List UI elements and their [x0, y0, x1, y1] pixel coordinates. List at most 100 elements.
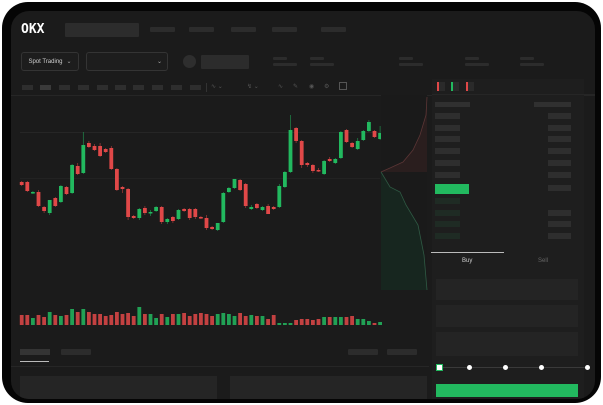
volume-bar — [355, 319, 360, 325]
candle-body — [378, 133, 382, 139]
nav-item[interactable] — [272, 27, 297, 32]
volume-bar — [87, 312, 91, 325]
interval-button[interactable] — [40, 85, 51, 90]
order-book-asks-icon[interactable] — [466, 82, 474, 91]
volume-bar — [232, 316, 237, 325]
pair-name-placeholder — [201, 55, 249, 69]
pencil-icon[interactable]: ✎ — [293, 84, 299, 90]
total-input[interactable] — [436, 332, 578, 356]
ask-price — [435, 113, 460, 119]
candle-body — [355, 141, 360, 149]
candle-body — [255, 204, 259, 208]
volume-bar — [25, 315, 30, 325]
slider-step[interactable] — [467, 365, 472, 370]
volume-bar — [344, 317, 349, 325]
tab-buy[interactable]: Buy — [462, 258, 473, 264]
market-selector[interactable]: Spot Trading ⌄ — [21, 52, 79, 71]
volume-bar — [154, 318, 158, 325]
tab-order-history[interactable] — [61, 349, 91, 355]
candle-body — [182, 209, 186, 211]
chevron-down-icon: ⌄ — [156, 59, 162, 65]
indicator-icon[interactable]: ∿ ⌄ — [211, 84, 223, 90]
fullscreen-icon[interactable] — [339, 82, 347, 90]
tab-sell[interactable]: Sell — [538, 258, 549, 264]
slider-step[interactable] — [585, 365, 590, 370]
candle-body — [87, 143, 91, 147]
slider-handle[interactable] — [436, 364, 443, 371]
candle-body — [165, 219, 170, 222]
candle-body — [171, 217, 175, 221]
order-book-both-icon[interactable] — [437, 82, 445, 91]
filter-button[interactable] — [348, 349, 378, 355]
volume-bar — [277, 323, 282, 325]
volume-bar — [283, 323, 287, 325]
volume-bar — [75, 312, 80, 325]
okx-logo[interactable]: OKX — [21, 21, 44, 37]
volume-bar — [103, 316, 108, 325]
ask-price — [435, 159, 460, 166]
nav-item[interactable] — [150, 27, 175, 32]
candle-body — [322, 161, 326, 174]
nav-item[interactable] — [321, 27, 346, 32]
pair-selector[interactable]: ⌄ — [86, 52, 168, 71]
camera-icon[interactable]: ◉ — [309, 84, 315, 90]
volume-bar — [70, 309, 74, 325]
candle-body — [47, 200, 52, 213]
depth-asks-line — [380, 96, 428, 173]
volume-bar — [165, 317, 170, 325]
volume-bar — [53, 315, 58, 325]
divider — [11, 366, 429, 367]
interval-button[interactable] — [115, 85, 126, 90]
volume-bar — [187, 316, 192, 325]
price-input[interactable] — [436, 279, 578, 300]
volume-bar — [19, 315, 24, 325]
volume-bar — [171, 314, 175, 325]
volume-bar — [120, 314, 125, 325]
slider-step[interactable] — [503, 365, 508, 370]
candle-body — [294, 128, 298, 141]
candle-body — [115, 169, 119, 190]
app-screen: OKX Spot Trading ⌄ ⌄ ∿ ⌄ ↯ ⌄ ∿ ✎ — [11, 11, 595, 399]
interval-button[interactable] — [152, 85, 163, 90]
volume-bar — [193, 314, 198, 325]
candle-body — [148, 212, 153, 214]
interval-button[interactable] — [78, 85, 89, 90]
volume-bar — [249, 315, 254, 325]
volume-bar — [255, 316, 259, 325]
candlestick-chart[interactable] — [11, 11, 595, 399]
candle-body — [154, 207, 158, 211]
candle-body — [227, 188, 231, 192]
interval-button[interactable] — [190, 85, 201, 90]
candle-body — [271, 207, 276, 209]
volume-bar — [322, 317, 326, 325]
candle-body — [350, 143, 354, 147]
volume-bar — [294, 320, 298, 325]
candle-body — [131, 216, 136, 218]
slider-step[interactable] — [539, 365, 544, 370]
interval-button[interactable] — [97, 85, 108, 90]
buy-button[interactable] — [436, 384, 578, 397]
ask-size — [548, 171, 571, 178]
filter-button[interactable] — [387, 349, 417, 355]
bid-price — [435, 233, 460, 240]
bid-size — [548, 221, 571, 228]
interval-button[interactable] — [22, 85, 33, 90]
settings-icon[interactable]: ⚙ — [324, 84, 330, 90]
tab-open-orders[interactable] — [20, 349, 50, 355]
chart-type-icon[interactable]: ↯ ⌄ — [247, 84, 259, 90]
bottom-panel — [230, 376, 427, 399]
interval-button[interactable] — [133, 85, 144, 90]
nav-item[interactable] — [231, 27, 256, 32]
interval-button[interactable] — [171, 85, 182, 90]
candle-body — [31, 192, 35, 194]
amount-input[interactable] — [436, 305, 578, 327]
candle-body — [159, 207, 164, 222]
candle-body — [249, 207, 254, 209]
interval-button[interactable] — [59, 85, 70, 90]
candle-body — [327, 159, 332, 161]
order-book-bids-icon[interactable] — [451, 82, 459, 91]
draw-icon[interactable]: ∿ — [278, 84, 284, 90]
candle-body — [176, 210, 181, 219]
ask-size — [548, 159, 571, 166]
nav-item[interactable] — [189, 27, 214, 32]
